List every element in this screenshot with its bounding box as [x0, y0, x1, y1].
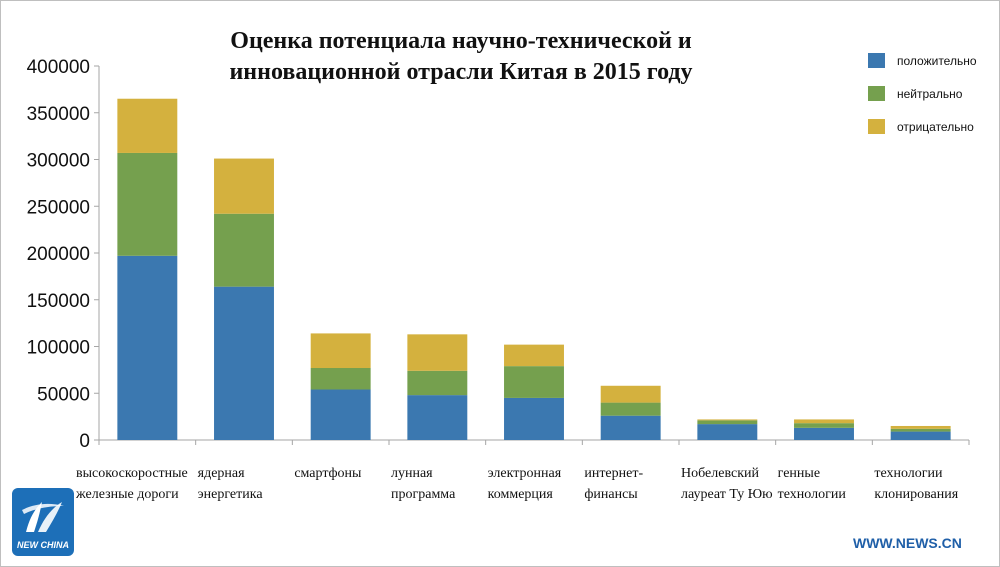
site-url: WWW.NEWS.CN: [853, 535, 962, 551]
bar-segment-negative: [214, 158, 274, 214]
y-tick-label: 250000: [27, 197, 90, 218]
bar-segment-positive: [504, 397, 564, 440]
x-axis-labels: высокоскоростные железные дороги ядерная эн…: [75, 466, 959, 502]
bar-segment-negative: [310, 333, 371, 369]
bar-segment-negative: [890, 425, 951, 429]
bar-segment-neutral: [504, 366, 564, 398]
bar-segment-positive: [697, 424, 758, 440]
chart-title-line-2: инновационной отрасли Китая в 2015 году: [229, 59, 693, 85]
logo-text: NEW CHINA: [17, 540, 69, 550]
legend-label: отрицательно: [897, 120, 974, 134]
x-category-label: программа: [391, 487, 456, 502]
chart-title-line-1: Оценка потенциала научно-технической и: [230, 28, 692, 54]
bar-segment-negative: [407, 334, 468, 371]
bar-segment-neutral: [214, 213, 274, 287]
x-category-label: технологии: [874, 466, 943, 481]
y-tick-label: 0: [79, 431, 90, 452]
bar-segment-negative: [117, 98, 178, 153]
bar-segment-neutral: [407, 370, 468, 396]
bar-segment-negative: [504, 344, 564, 367]
legend-swatch: [868, 119, 885, 134]
bar-segment-negative: [697, 419, 758, 421]
y-tick-label: 200000: [27, 244, 90, 265]
bar-segment-neutral: [310, 368, 371, 390]
x-category-label: лунная: [391, 466, 433, 481]
x-category-label: клонирования: [874, 487, 958, 502]
x-category-label: высокоскоростные: [76, 466, 188, 481]
x-category-label: Нобелевский: [681, 466, 759, 481]
x-category-label: смартфоны: [294, 466, 362, 481]
bar-segment-negative: [794, 419, 854, 424]
x-category-label: энергетика: [198, 487, 264, 502]
legend-swatch: [868, 53, 885, 68]
bar-segment-positive: [600, 415, 661, 440]
y-tick-label: 150000: [27, 291, 90, 312]
legend-swatch: [868, 86, 885, 101]
y-tick-label: 300000: [27, 151, 90, 172]
y-tick-label: 50000: [37, 384, 90, 405]
xinhua-logo: NEW CHINA: [12, 488, 74, 556]
bar-segment-neutral: [794, 423, 854, 428]
y-tick-label: 400000: [27, 57, 90, 78]
x-category-label: лауреат Ту Юю: [681, 487, 773, 502]
y-tick-label: 350000: [27, 104, 90, 125]
y-tick-label: 100000: [27, 338, 90, 359]
xinhua-logo-icon: [12, 488, 74, 556]
x-category-label: генные: [778, 466, 820, 481]
bar-segment-neutral: [600, 402, 661, 416]
bar-segment-neutral: [890, 428, 951, 432]
bar-segment-neutral: [117, 152, 178, 256]
bar-segment-positive: [890, 431, 951, 440]
x-category-label: коммерция: [488, 487, 554, 502]
bar-segment-positive: [214, 286, 274, 440]
bars: [117, 98, 951, 440]
x-category-label: электронная: [488, 466, 562, 481]
bar-segment-positive: [794, 427, 854, 440]
legend-label: положительно: [897, 54, 977, 68]
bar-segment-positive: [407, 395, 468, 440]
x-category-label: финансы: [584, 487, 638, 502]
x-category-label: ядерная: [198, 466, 245, 481]
bar-segment-positive: [117, 255, 178, 440]
x-category-label: интернет-: [584, 466, 643, 481]
legend-label: нейтрально: [897, 87, 963, 101]
x-category-label: железные дороги: [75, 487, 179, 502]
legend: положительно нейтрально отрицательно: [868, 53, 977, 134]
x-category-label: технологии: [778, 487, 847, 502]
bar-segment-neutral: [697, 420, 758, 425]
bar-segment-positive: [310, 389, 371, 440]
bar-segment-negative: [600, 385, 661, 403]
